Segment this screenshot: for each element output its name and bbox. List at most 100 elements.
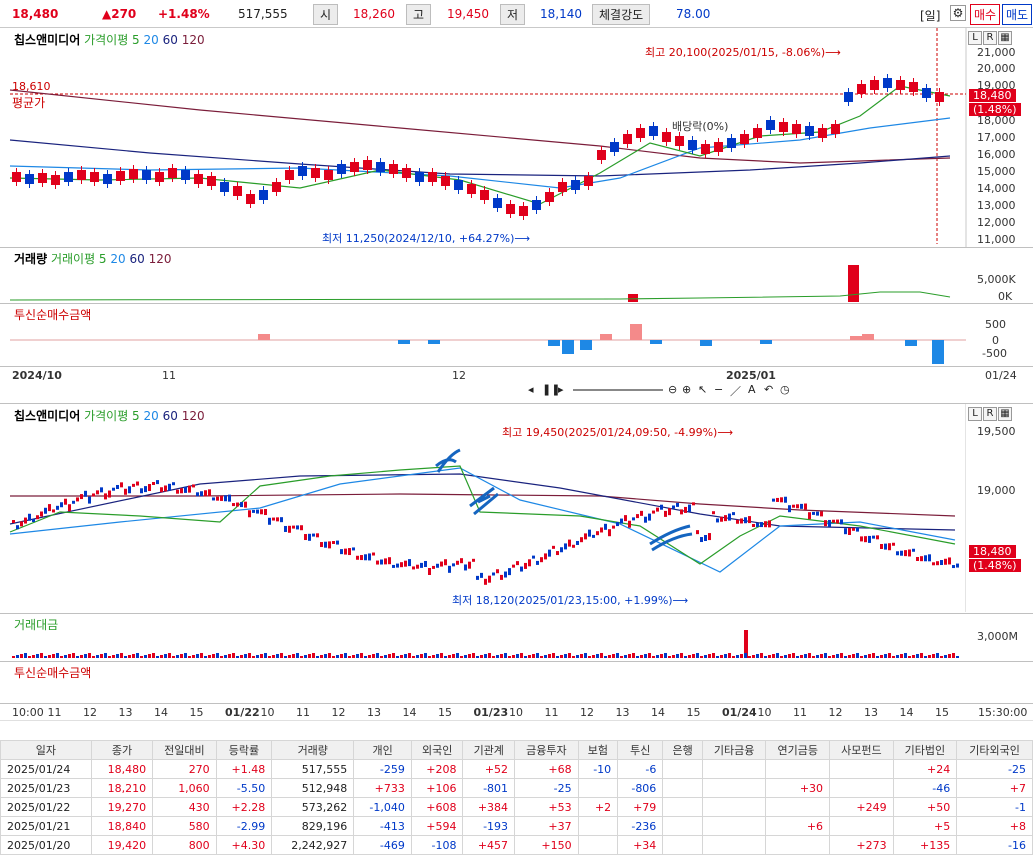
intraday-x-label: 15 (438, 706, 452, 719)
volume-label: 거래량 (14, 252, 48, 266)
intraday-grid-icon[interactable]: ▦ (998, 407, 1012, 421)
table-row[interactable]: 2025/01/21 18,840 580 -2.99 829,196 -413 +594-… (0, 816, 1033, 836)
table-header-cell[interactable]: 등락률 (215, 740, 273, 760)
daily-r-icon[interactable]: R (983, 31, 997, 45)
intraday-x-label: 13 (864, 706, 878, 719)
table-header-cell[interactable]: 기타법인 (892, 740, 958, 760)
amount-bar (164, 654, 167, 658)
intraday-l-icon[interactable]: L (968, 407, 982, 421)
intraday-candle (920, 556, 923, 562)
daily-l-icon[interactable]: L (968, 31, 982, 45)
intraday-candle (348, 548, 351, 556)
table-cell: +24 (892, 759, 958, 779)
table-row[interactable]: 2025/01/22 19,270 430 +2.28 573,262 -1,040 +60… (0, 797, 1033, 817)
intraday-candle (336, 540, 339, 545)
table-cell: +6 (765, 816, 831, 836)
amount-bar (132, 654, 135, 658)
intraday-candle (400, 562, 403, 568)
table-header-cell[interactable]: 거래량 (271, 740, 355, 760)
amount-bar (296, 653, 299, 658)
daily-scroll-controls[interactable]: ◂ ❚❚ ▸ ⊖ ⊕ ↖ − ／ A ↶ ◷ (528, 383, 968, 398)
amount-bar (628, 654, 631, 658)
amount-bar (64, 655, 67, 658)
table-header-cell[interactable]: 은행 (662, 740, 703, 760)
table-header-cell[interactable]: 기타외국인 (956, 740, 1033, 760)
intraday-candle (192, 484, 195, 488)
intraday-candle (212, 497, 215, 501)
intraday-candle (60, 502, 63, 508)
amount-bar (440, 653, 443, 658)
intraday-r-icon[interactable]: R (983, 407, 997, 421)
table-header-cell[interactable]: 기타금융 (701, 740, 767, 760)
table-header-cell[interactable]: 기관계 (462, 740, 516, 760)
intraday-candle (276, 517, 279, 522)
intraday-x-label: 13 (615, 706, 630, 719)
amount-bar (884, 654, 887, 658)
table-header-cell[interactable]: 일자 (0, 740, 92, 760)
intraday-candle (184, 486, 187, 493)
table-row[interactable]: 2025/01/24 18,480 270 +1.48 517,555 -259 +208 +… (0, 759, 1033, 779)
amount-bar (312, 653, 315, 658)
table-header-cell[interactable]: 사모펀드 (829, 740, 894, 760)
amount-bar (284, 656, 287, 658)
daily-stock-name: 칩스앤미디어 (14, 33, 81, 47)
table-header-cell[interactable]: 보험 (577, 740, 619, 760)
intraday-x-axis: 10:00 11 12 13 14 15 01/22 10 11 12 13 14 15 01/23 10 1… (0, 703, 1033, 721)
intraday-candle (268, 517, 271, 525)
intraday-candle (24, 517, 27, 524)
table-header-cell[interactable]: 종가 (90, 740, 154, 760)
amount-bar (572, 656, 575, 658)
intraday-candle (404, 560, 407, 567)
intraday-toolbar[interactable] (0, 720, 1033, 738)
table-row[interactable]: 2025/01/20 19,420 800 +4.30 2,242,927 -469 -10… (0, 835, 1033, 855)
amount-bar (364, 656, 367, 658)
intraday-candle (580, 537, 583, 543)
amount-bar (832, 655, 835, 658)
scroll-track (573, 389, 663, 391)
inst-bar (428, 340, 440, 344)
intraday-candle (352, 547, 355, 551)
intraday-candle (280, 517, 283, 523)
daily-grid-icon[interactable]: ▦ (998, 31, 1012, 45)
settings-gear-icon[interactable]: ⚙ (950, 5, 966, 21)
amount-bar (784, 655, 787, 658)
amount-bar (216, 653, 219, 658)
amount-bar (76, 656, 79, 658)
table-cell: +30 (765, 778, 831, 798)
table-body: 2025/01/24 18,480 270 +1.48 517,555 -259 +208 +… (0, 759, 1033, 855)
intraday-candle (560, 547, 563, 553)
amount-bar (604, 656, 607, 658)
amount-bar (564, 654, 567, 658)
amount-bar (812, 656, 815, 658)
inst-tick: -500 (982, 347, 1007, 360)
amount-bar (328, 653, 331, 658)
intraday-candle (144, 486, 147, 493)
amount-bar (232, 653, 235, 658)
table-cell: +457 (462, 835, 516, 855)
table-header-cell[interactable]: 금융투자 (514, 740, 579, 760)
intraday-candle (504, 571, 507, 578)
intraday-candle (824, 520, 827, 527)
amount-bar (532, 654, 535, 658)
table-header-cell[interactable]: 연기금등 (765, 740, 831, 760)
amount-bar (168, 653, 171, 658)
intraday-candle (548, 549, 551, 557)
amount-bar (292, 654, 295, 658)
table-header-cell[interactable]: 전일대비 (152, 740, 217, 760)
intraday-candle (464, 564, 467, 571)
table-cell: -806 (617, 778, 664, 798)
table-header-cell[interactable]: 외국인 (410, 740, 464, 760)
amount-bar (424, 653, 427, 658)
table-header-cell[interactable]: 개인 (353, 740, 412, 760)
intraday-candle (896, 551, 899, 556)
sell-button[interactable]: 매도 (1002, 4, 1033, 25)
table-cell: 270 (152, 759, 217, 779)
amount-bar (172, 656, 175, 658)
intraday-x-label: 13 (367, 706, 381, 719)
intraday-candle (888, 543, 891, 551)
table-row[interactable]: 2025/01/23 18,210 1,060 -5.50 512,948 +733 +10… (0, 778, 1033, 798)
table-header-cell[interactable]: 투신 (617, 740, 664, 760)
buy-button[interactable]: 매수 (970, 4, 1001, 25)
intraday-x-label: 14 (402, 706, 417, 719)
period-button[interactable]: [일] (920, 9, 941, 23)
